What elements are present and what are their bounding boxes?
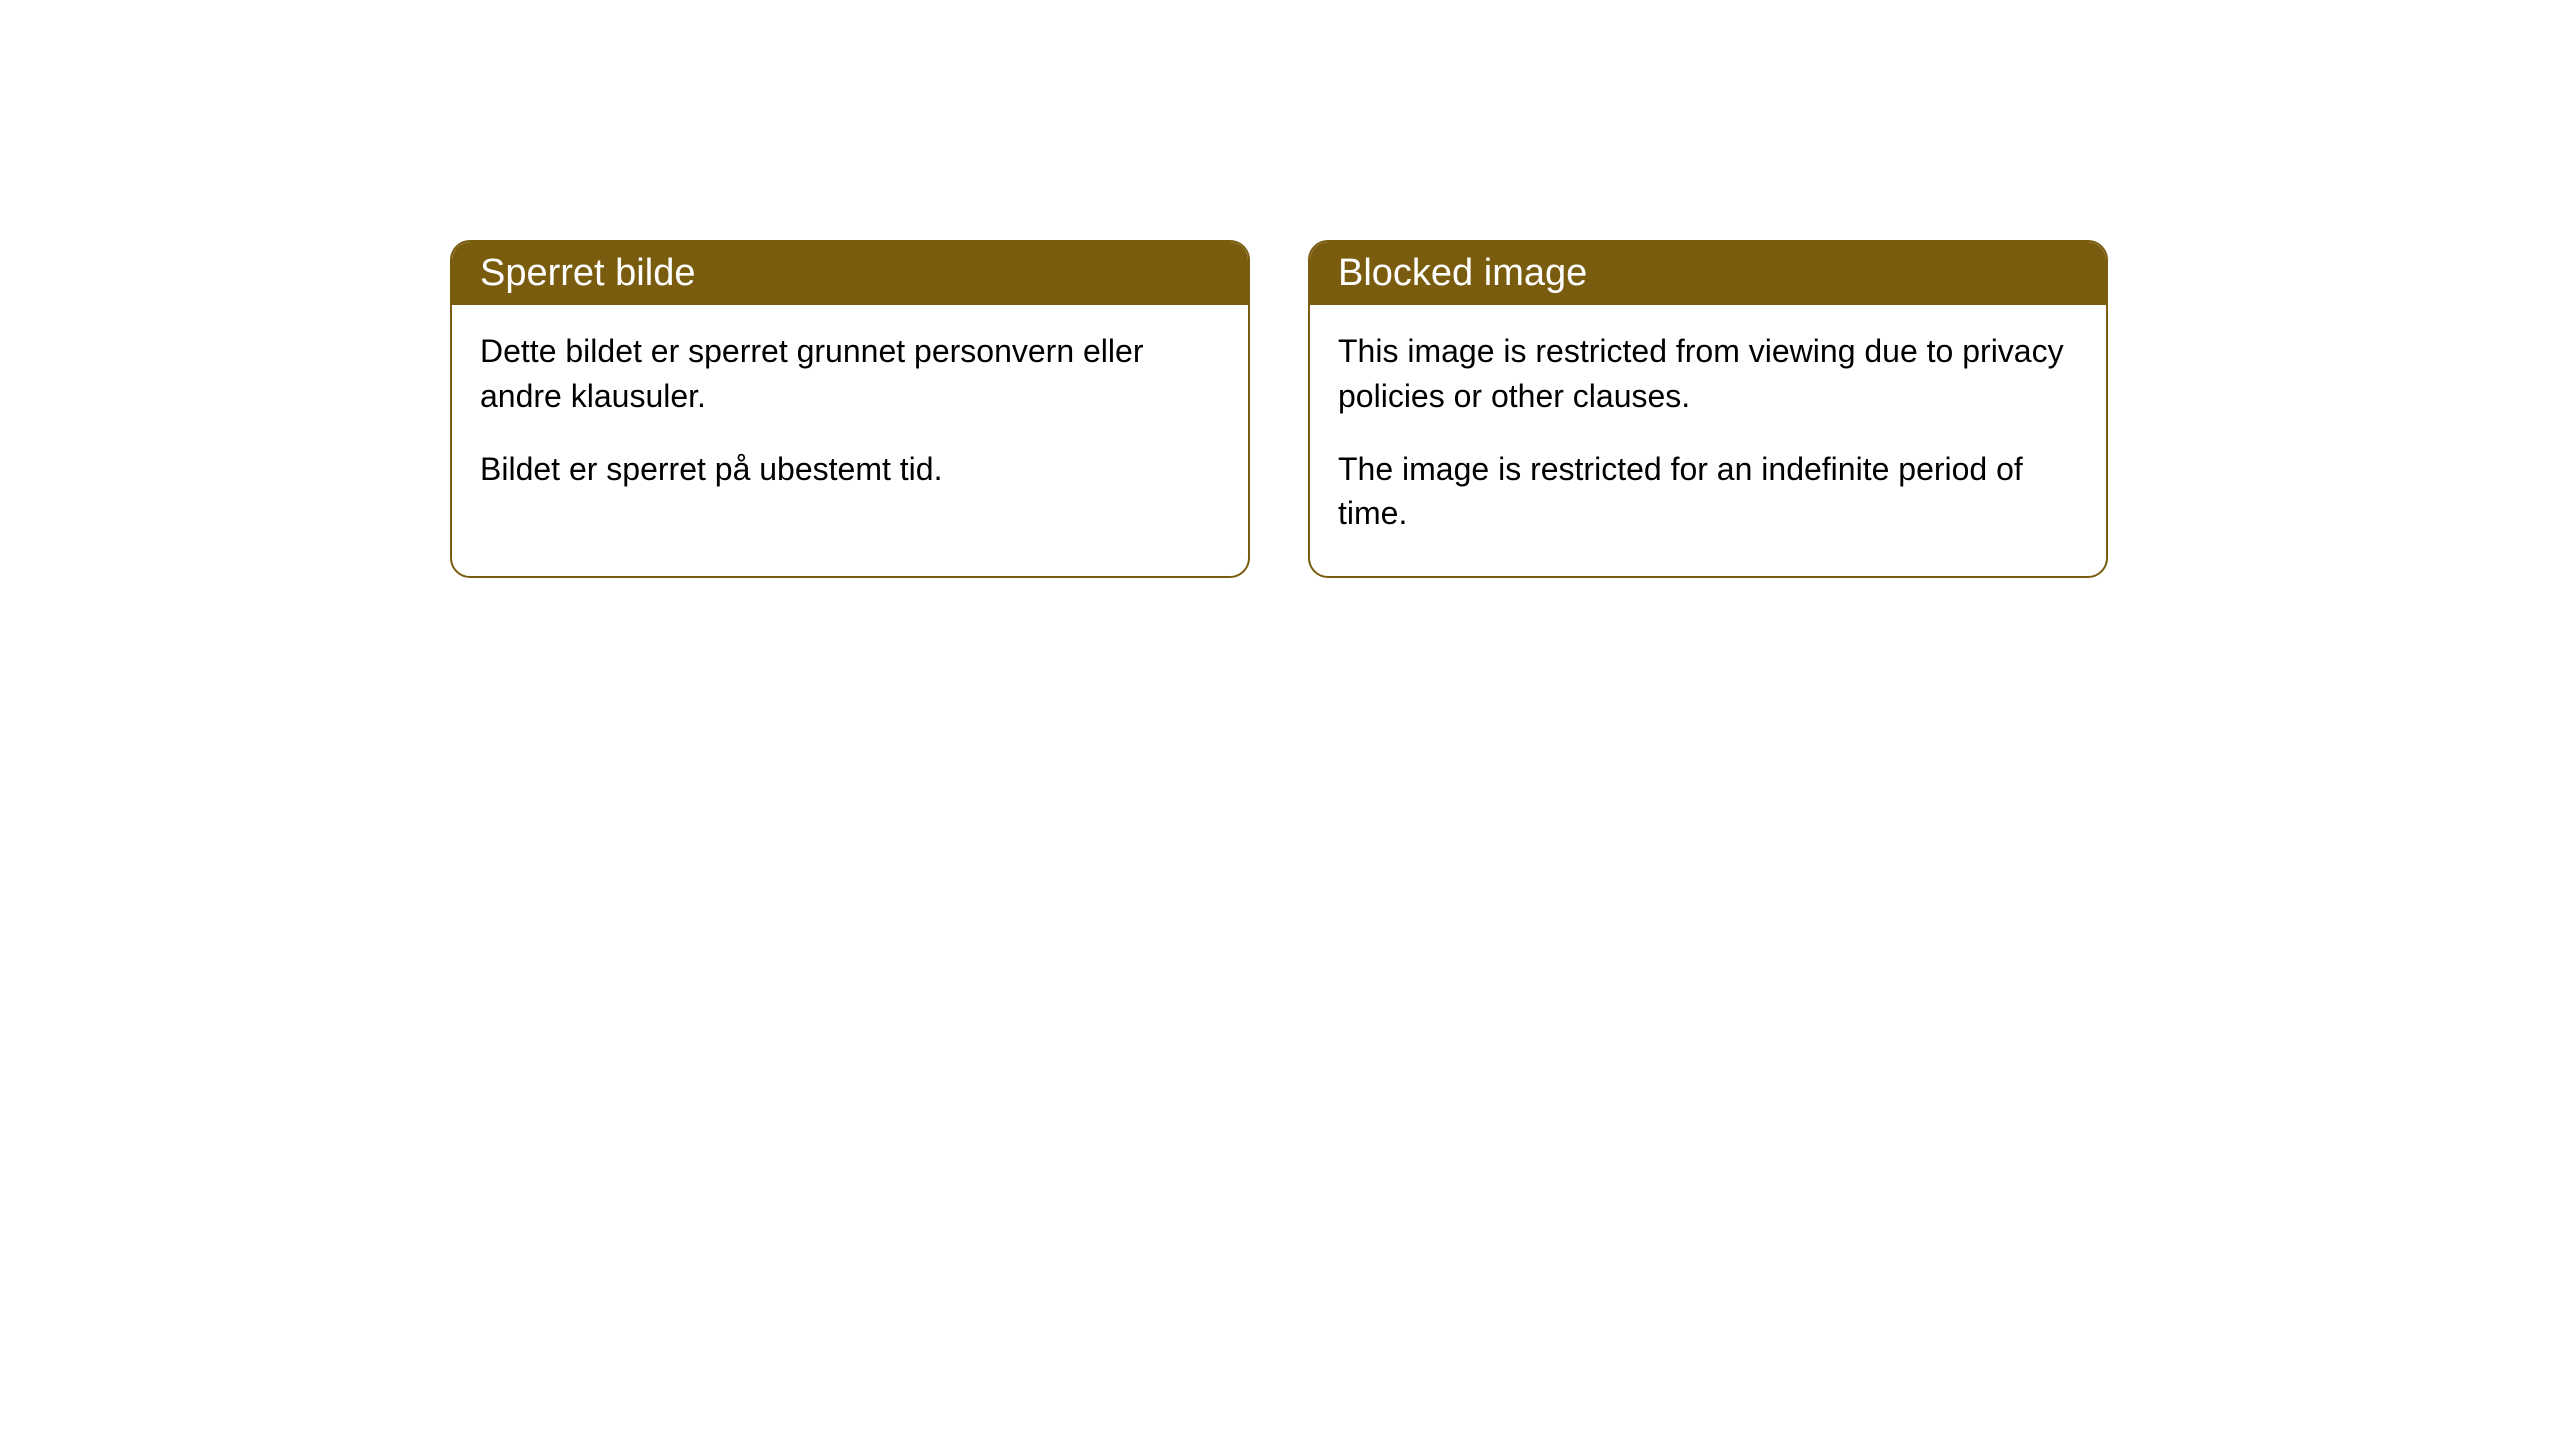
- blocked-image-card-norwegian: Sperret bilde Dette bildet er sperret gr…: [450, 240, 1250, 578]
- blocked-image-card-english: Blocked image This image is restricted f…: [1308, 240, 2108, 578]
- card-paragraph-2-english: The image is restricted for an indefinit…: [1338, 447, 2078, 537]
- card-paragraph-2-norwegian: Bildet er sperret på ubestemt tid.: [480, 447, 1220, 492]
- card-body-english: This image is restricted from viewing du…: [1310, 305, 2106, 576]
- card-paragraph-1-english: This image is restricted from viewing du…: [1338, 329, 2078, 419]
- card-paragraph-1-norwegian: Dette bildet er sperret grunnet personve…: [480, 329, 1220, 419]
- card-header-norwegian: Sperret bilde: [452, 242, 1248, 305]
- card-body-norwegian: Dette bildet er sperret grunnet personve…: [452, 305, 1248, 531]
- notice-cards-container: Sperret bilde Dette bildet er sperret gr…: [450, 240, 2108, 578]
- card-header-english: Blocked image: [1310, 242, 2106, 305]
